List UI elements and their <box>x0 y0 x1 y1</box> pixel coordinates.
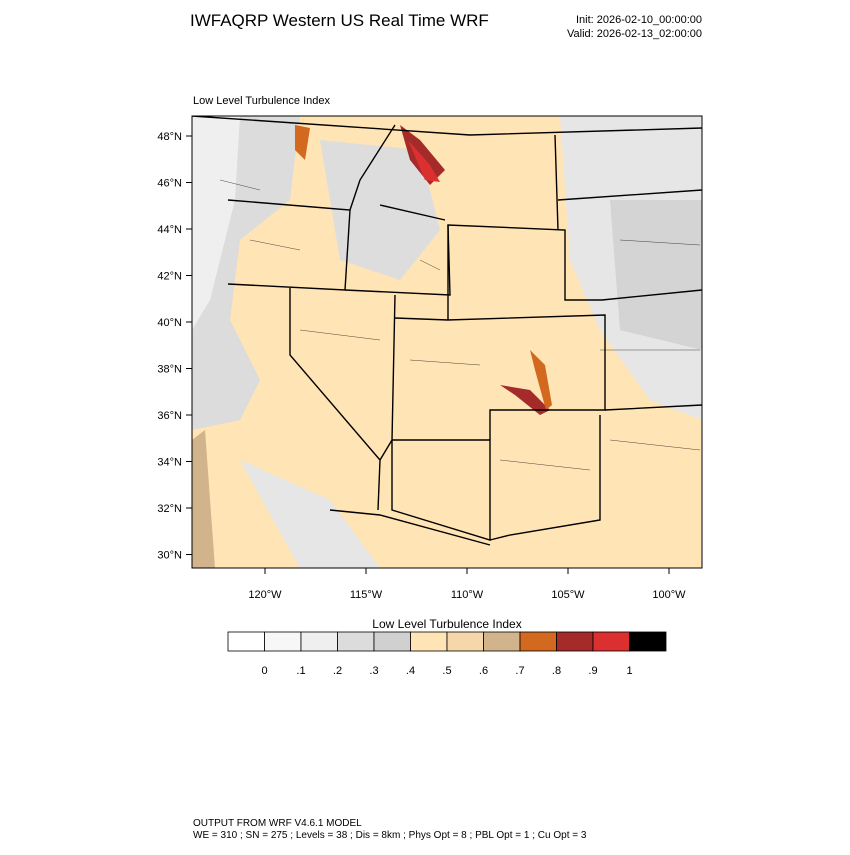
colorbar-label: .4 <box>406 665 415 677</box>
colorbar-label: .7 <box>515 665 524 677</box>
colorbar-label: .8 <box>552 665 561 677</box>
colorbar-box <box>556 631 594 652</box>
colorbar-box <box>373 631 411 652</box>
colorbar-label: .2 <box>333 665 342 677</box>
lat-label: 46°N <box>157 178 182 190</box>
lat-label: 30°N <box>157 550 182 562</box>
colorbar-label: .1 <box>296 665 305 677</box>
lon-label: 115°W <box>350 589 383 601</box>
lon-label: 120°W <box>248 589 282 601</box>
colorbar-box <box>446 631 484 652</box>
map-field <box>192 116 702 568</box>
footer-line: OUTPUT FROM WRF V4.6.1 MODEL <box>193 818 362 829</box>
footer-line: WE = 310 ; SN = 275 ; Levels = 38 ; Dis … <box>193 830 587 841</box>
colorbar-box <box>264 631 302 652</box>
colorbar-label: .5 <box>442 665 451 677</box>
lat-label: 42°N <box>157 271 182 283</box>
map-frame <box>191 115 703 569</box>
lat-label: 38°N <box>157 364 182 376</box>
colorbar-label: 1 <box>626 665 632 677</box>
colorbar-label: .6 <box>479 665 488 677</box>
valid-time: Valid: 2026-02-13_02:00:00 <box>567 28 702 40</box>
map-subtitle: Low Level Turbulence Index <box>193 95 330 107</box>
lat-label: 34°N <box>157 457 182 469</box>
lat-label: 44°N <box>157 224 182 236</box>
colorbar-box <box>592 631 630 652</box>
lon-label: 100°W <box>652 589 686 601</box>
init-time: Init: 2026-02-10_00:00:00 <box>576 14 702 26</box>
lon-label: 105°W <box>551 589 585 601</box>
lat-label: 32°N <box>157 503 182 515</box>
colorbar-box <box>483 631 521 652</box>
colorbar-title: Low Level Turbulence Index <box>372 617 521 631</box>
colorbar-box <box>629 631 667 652</box>
colorbar-label: .3 <box>369 665 378 677</box>
colorbar-box <box>410 631 448 652</box>
title: IWFAQRP Western US Real Time WRF <box>190 11 489 30</box>
colorbar-label: .9 <box>588 665 597 677</box>
colorbar-label: 0 <box>261 665 267 677</box>
lat-label: 48°N <box>157 131 182 143</box>
colorbar-box <box>519 631 557 652</box>
colorbar-box <box>227 631 265 652</box>
colorbar-box <box>337 631 375 652</box>
lat-label: 36°N <box>157 410 182 422</box>
colorbar-box <box>300 631 338 652</box>
lon-label: 110°W <box>451 589 484 601</box>
lat-label: 40°N <box>157 317 182 329</box>
